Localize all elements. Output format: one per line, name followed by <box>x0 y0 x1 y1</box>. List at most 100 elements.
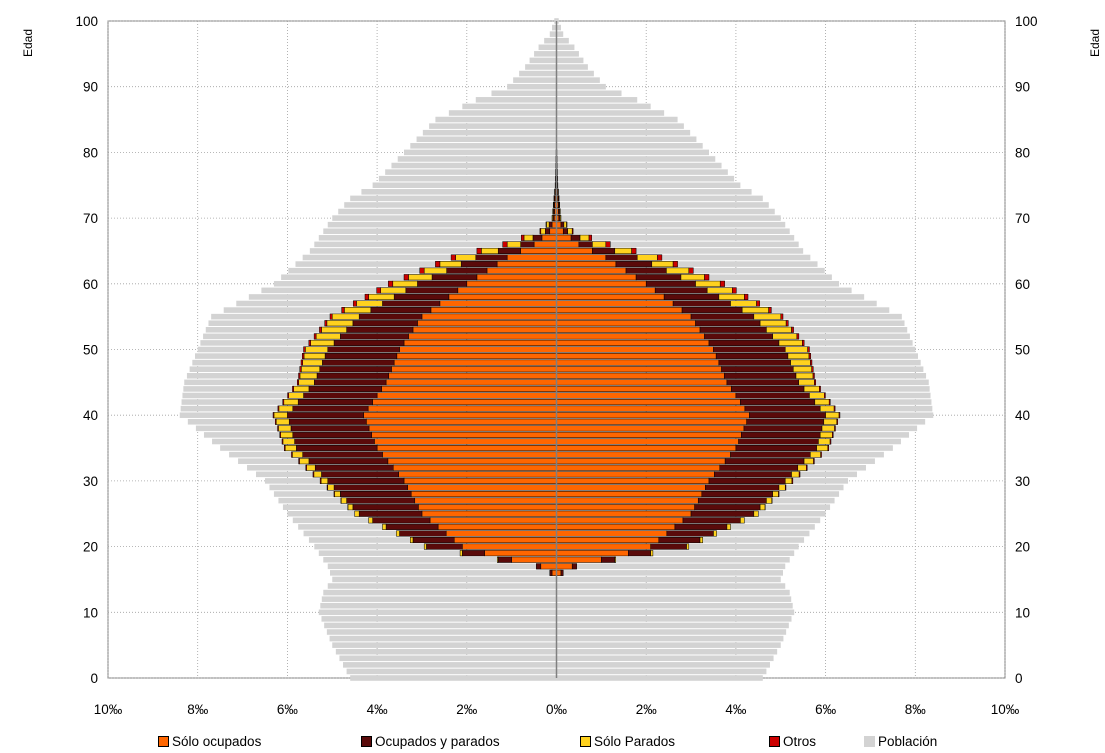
bar-solo-parados <box>567 228 573 235</box>
legend-item-ocupados-y-parados: Ocupados y parados <box>361 734 500 749</box>
bar-ocupados-y-parados <box>666 530 714 537</box>
bar-solo-ocupados <box>556 379 728 386</box>
bar-ocupados-y-parados <box>690 313 755 320</box>
bar-ocupados-y-parados <box>370 307 432 314</box>
bar-solo-parados <box>816 445 829 452</box>
bar-otros <box>829 438 832 445</box>
bar-otros <box>814 379 816 386</box>
bar-solo-parados <box>795 372 814 379</box>
bar-solo-ocupados <box>453 536 557 544</box>
bar-solo-parados <box>563 221 567 228</box>
bar-otros <box>838 412 841 419</box>
bar-solo-ocupados <box>556 497 699 504</box>
bar-solo-parados <box>523 234 534 241</box>
y-tick-label-right: 10 <box>1015 605 1030 620</box>
x-tick-label: 6‰ <box>277 702 299 717</box>
bar-solo-ocupados <box>506 254 557 261</box>
bar-ocupados-y-parados <box>650 543 687 550</box>
bar-solo-ocupados <box>408 333 557 340</box>
bar-solo-ocupados <box>556 267 627 274</box>
y-tick-label-right: 70 <box>1015 211 1030 226</box>
bar-solo-parados <box>559 208 561 215</box>
bar-otros <box>796 333 800 340</box>
bar-solo-parados <box>280 431 294 438</box>
bar-solo-parados <box>332 313 360 320</box>
y-tick-label-right: 20 <box>1015 540 1030 555</box>
bar-ocupados-y-parados <box>314 464 394 471</box>
bar-otros <box>302 353 305 360</box>
bar-solo-ocupados <box>556 353 717 360</box>
bar-otros <box>291 451 293 458</box>
bar-otros <box>450 254 456 261</box>
bar-solo-ocupados <box>371 431 557 438</box>
bar-ocupados-y-parados <box>562 228 568 235</box>
bar-ocupados-y-parados <box>340 333 409 340</box>
bar-ocupados-y-parados <box>726 379 799 386</box>
bar-otros <box>388 280 394 287</box>
bar-solo-parados <box>778 339 803 346</box>
bar-otros <box>298 458 300 465</box>
bar-otros <box>571 228 574 235</box>
bar-solo-parados <box>772 333 798 340</box>
bar-ocupados-y-parados <box>635 274 682 281</box>
bar-otros <box>780 313 784 320</box>
bar-otros <box>502 241 508 248</box>
bar-ocupados-y-parados <box>405 287 459 294</box>
bar-ocupados-y-parados <box>708 339 780 346</box>
bar-solo-ocupados <box>376 392 557 399</box>
bar-solo-ocupados <box>556 228 564 235</box>
bar-solo-ocupados <box>556 247 593 254</box>
bar-ocupados-y-parados <box>520 241 535 248</box>
bar-ocupados-y-parados <box>548 221 553 228</box>
bar-otros <box>292 385 294 392</box>
bar-solo-ocupados <box>556 405 746 412</box>
bar-ocupados-y-parados <box>645 280 696 287</box>
bar-solo-parados <box>798 379 815 386</box>
bar-solo-parados <box>766 326 792 333</box>
y-tick-label-left: 100 <box>75 14 98 29</box>
bar-ocupados-y-parados <box>497 556 512 563</box>
bar-solo-parados <box>321 326 347 333</box>
bar-solo-ocupados <box>403 339 557 346</box>
y-tick-label-left: 10 <box>83 605 98 620</box>
bar-ocupados-y-parados <box>715 353 789 360</box>
bar-otros <box>688 267 694 274</box>
bar-solo-ocupados <box>372 399 557 406</box>
bar-solo-parados <box>506 241 521 248</box>
bar-solo-ocupados <box>556 372 725 379</box>
bar-ocupados-y-parados <box>628 550 651 557</box>
bar-solo-parados <box>740 517 745 524</box>
bar-solo-parados <box>354 510 360 517</box>
bar-ocupados-y-parados <box>690 510 755 517</box>
bar-solo-ocupados <box>466 280 557 287</box>
bar-ocupados-y-parados <box>292 405 369 412</box>
bar-solo-ocupados <box>556 346 714 353</box>
bar-ocupados-y-parados <box>324 353 398 360</box>
bar-solo-ocupados <box>556 536 660 544</box>
bar-otros <box>305 464 307 471</box>
bar-ocupados-y-parados <box>314 379 387 386</box>
bar-solo-parados <box>803 385 820 392</box>
bar-ocupados-y-parados <box>358 313 423 320</box>
bar-ocupados-y-parados <box>713 346 786 353</box>
bar-solo-ocupados <box>556 274 637 281</box>
bar-otros <box>798 471 801 478</box>
bar-solo-parados <box>344 307 372 314</box>
bar-solo-parados <box>819 405 835 412</box>
bar-solo-ocupados <box>367 405 557 412</box>
bar-ocupados-y-parados <box>560 221 565 228</box>
bar-ocupados-y-parados <box>358 510 423 517</box>
y-tick-label-left: 80 <box>83 145 98 160</box>
y-tick-label-left: 20 <box>83 540 98 555</box>
bar-otros <box>308 339 311 346</box>
bar-otros <box>319 326 322 333</box>
bar-solo-parados <box>695 280 721 287</box>
bar-solo-ocupados <box>556 241 580 248</box>
bar-solo-parados <box>592 241 607 248</box>
bar-solo-parados <box>810 451 821 458</box>
y-tick-label-right: 30 <box>1015 474 1030 489</box>
bar-solo-parados <box>579 234 590 241</box>
bar-ocupados-y-parados <box>290 425 370 432</box>
bar-solo-parados <box>552 208 554 215</box>
bar-solo-ocupados <box>556 464 721 471</box>
